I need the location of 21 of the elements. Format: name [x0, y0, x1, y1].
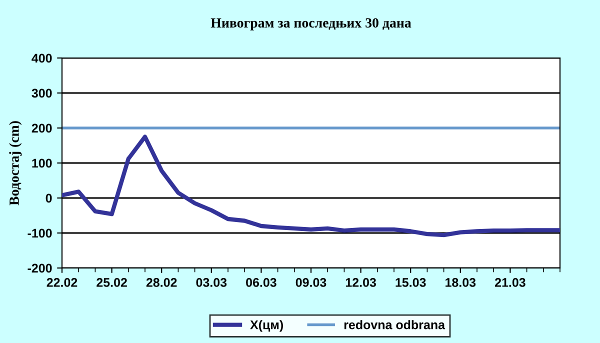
y-tick-label: 400 [32, 54, 52, 63]
y-tick-label: 200 [32, 124, 52, 133]
x-tick-label: 18.03 [446, 278, 476, 287]
legend-label: X(цм) [250, 320, 283, 332]
y-tick-label: 0 [46, 194, 52, 203]
x-tick-label: 22.02 [46, 278, 78, 287]
y-tick-label: 300 [32, 88, 52, 98]
x-tick-label: 15.03 [396, 278, 426, 287]
y-tick-label: -200 [28, 264, 52, 273]
x-tick-label: 25.02 [96, 278, 127, 287]
x-tick-label: 06.03 [246, 278, 276, 287]
chart-title: Нивограм за последњих 30 дана [210, 18, 412, 30]
x-tick-label: 21.03 [494, 278, 526, 287]
x-tick-label: 12.03 [346, 278, 376, 287]
x-tick-label: 03.03 [196, 278, 227, 287]
x-tick-label: 28.02 [146, 278, 177, 287]
legend-label: redovna odbrana [344, 320, 446, 330]
x-tick-label: 09.03 [296, 278, 326, 287]
y-tick-label: 100 [32, 158, 52, 168]
y-tick-label: -100 [28, 228, 52, 238]
y-axis-title: Водостај (cm) [9, 121, 22, 206]
